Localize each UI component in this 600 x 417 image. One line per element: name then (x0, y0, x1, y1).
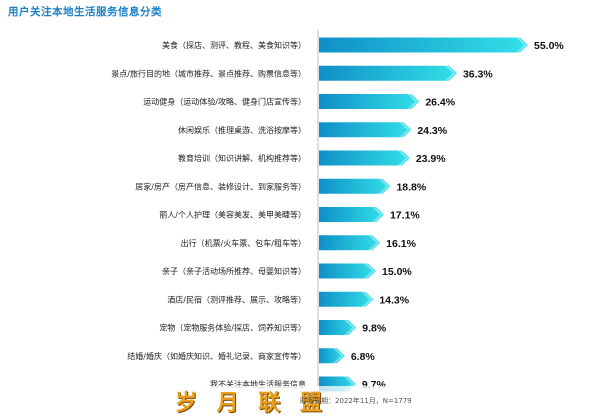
bar-tip-highlight (344, 320, 356, 335)
bar (319, 65, 457, 81)
bar-tip-highlight (332, 348, 344, 364)
category-label: 结婚/婚庆（如婚庆知识、婚礼记录、商家宣传等） (127, 351, 306, 361)
bar (319, 291, 374, 307)
bar (319, 94, 420, 109)
bar-tip-highlight (397, 150, 409, 166)
value-label: 24.3% (417, 125, 447, 137)
bar-tip-highlight (378, 178, 390, 194)
category-label: 我不关注本地生活服务信息 (210, 379, 306, 389)
bar (319, 122, 412, 138)
value-label: 15.0% (382, 266, 412, 278)
value-label: 23.9% (416, 153, 446, 165)
source-note: 时间周期：2022年11月，N=1779 (300, 397, 412, 405)
chart-title: 用户关注本地生活服务信息分类 (8, 6, 162, 18)
bar (319, 348, 345, 364)
value-label: 18.8% (396, 181, 426, 193)
bar-tip-highlight (407, 94, 419, 109)
watermark-backdrop (180, 386, 430, 412)
bar-tip-highlight (364, 263, 375, 279)
bar (319, 235, 381, 251)
value-label: 9.8% (362, 323, 387, 335)
value-label: 36.3% (463, 68, 493, 80)
category-label: 丽人/个人护理（美容美发、美甲美睫等） (159, 210, 306, 220)
value-label: 55.0% (534, 40, 564, 52)
value-label: 16.1% (386, 238, 416, 250)
bar (319, 37, 528, 53)
bar-tip-highlight (516, 37, 527, 53)
category-label: 出行（机票/火车票、包车/租车等） (181, 238, 306, 248)
category-label: 运动健身（运动体验/攻略、健身门店宣传等） (143, 97, 306, 107)
value-label: 26.4% (425, 97, 455, 109)
category-label: 居家/房产（房产信息、装修设计、到家服务等） (135, 181, 306, 191)
bar (319, 263, 376, 279)
bar-tip-highlight (444, 65, 456, 81)
bar-tip-highlight (368, 235, 380, 251)
bar-tip-highlight (371, 207, 383, 222)
category-label: 景点/旅行目的地（城市推荐、景点推荐、购票信息等） (111, 68, 306, 78)
category-label: 教育培训（知识讲解、机构推荐等） (178, 153, 306, 163)
value-label: 17.1% (390, 210, 420, 222)
bar (319, 150, 410, 166)
value-label: 6.8% (351, 351, 376, 363)
value-label: 14.3% (379, 294, 409, 306)
category-label: 休闲娱乐（推理桌游、洗浴按摩等） (178, 125, 306, 135)
category-label: 亲子（亲子活动场所推荐、母婴知识等） (162, 266, 306, 276)
category-label: 美食（探店、测评、教程、美食知识等） (162, 40, 306, 50)
bar (319, 207, 384, 222)
category-label: 酒店/民宿（测评推荐、展示、攻略等） (167, 294, 306, 304)
bar (319, 320, 357, 335)
category-label: 宠物（宠物服务体验/探店、饲养知识等） (159, 323, 306, 333)
bar (319, 178, 391, 194)
bar-tip-highlight (361, 291, 373, 307)
bar-tip-highlight (399, 122, 411, 138)
